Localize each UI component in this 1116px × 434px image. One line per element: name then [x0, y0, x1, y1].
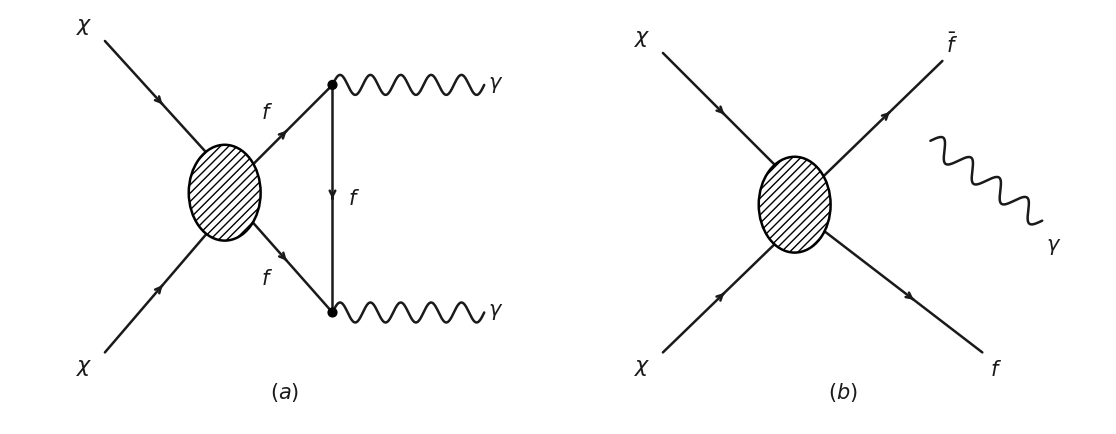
Text: $\chi$: $\chi$ — [634, 356, 651, 378]
Text: $\bar{f}$: $\bar{f}$ — [946, 33, 959, 57]
Text: $\gamma$: $\gamma$ — [488, 302, 503, 322]
Text: $\gamma$: $\gamma$ — [1046, 237, 1061, 256]
Text: $(b)$: $(b)$ — [828, 381, 857, 404]
Text: $f$: $f$ — [261, 103, 272, 123]
Ellipse shape — [189, 145, 261, 240]
Circle shape — [328, 308, 337, 317]
Text: $f$: $f$ — [348, 189, 360, 209]
Text: $f$: $f$ — [990, 360, 1002, 380]
Circle shape — [328, 80, 337, 89]
Text: $(a)$: $(a)$ — [270, 381, 299, 404]
Text: $\gamma$: $\gamma$ — [488, 75, 503, 95]
Text: $\chi$: $\chi$ — [76, 356, 93, 378]
Text: $\chi$: $\chi$ — [634, 27, 651, 49]
Text: $f$: $f$ — [261, 269, 272, 289]
Ellipse shape — [759, 157, 830, 253]
Text: $\chi$: $\chi$ — [76, 15, 93, 37]
